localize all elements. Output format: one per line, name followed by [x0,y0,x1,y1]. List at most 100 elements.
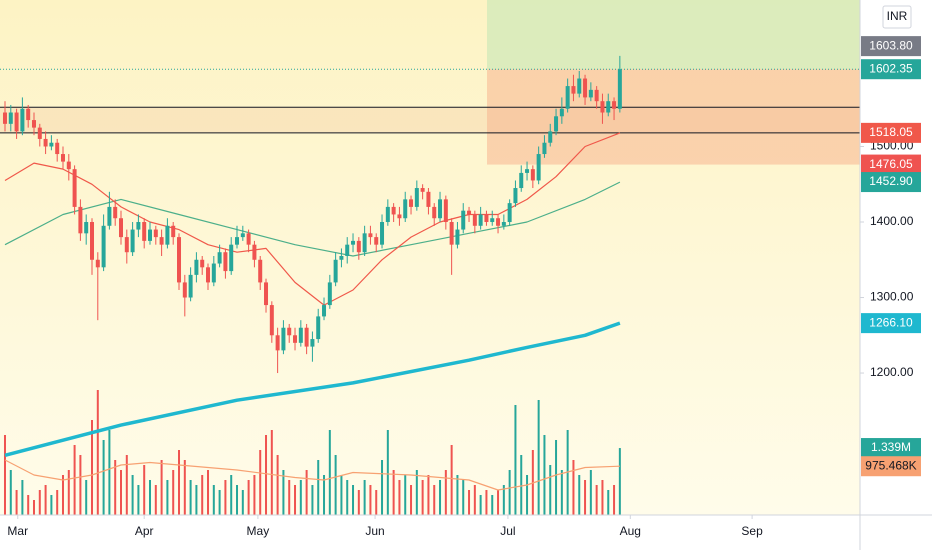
price-tag [861,438,921,459]
volume-bar [520,455,523,515]
candle-body [519,172,524,189]
volume-bar [61,475,64,515]
candle-body [478,214,483,226]
volume-bar [491,495,494,515]
price-tag-label: 1603.80 [869,38,913,52]
volume-bar [3,435,6,515]
y-tick-label: 1300.00 [870,290,914,304]
volume-bar [328,430,331,515]
volume-bar [270,430,273,515]
candle-body [84,222,89,234]
moving-average [4,132,621,306]
volume-bar [450,445,453,515]
candle-body [351,240,356,245]
volume-bar [386,430,389,515]
candle-body [177,237,182,283]
stop-zone [487,69,860,165]
candle-body [200,259,205,268]
volume-bar [369,485,372,515]
volume-bar [50,495,53,515]
candle-body [507,203,512,223]
volume-bar [259,450,262,515]
candle-body [37,127,42,139]
candle-body [496,218,501,226]
volume-bar [468,490,471,515]
volume-bar [572,460,575,515]
volume-bar [578,475,581,515]
candle-body [194,259,199,275]
candle-body [501,222,506,226]
candle-body [467,210,472,215]
volume-bar [212,485,215,515]
candle-body [380,222,385,245]
x-tick-label: Jun [365,524,384,538]
candle-body [206,267,211,283]
x-tick-label: Apr [135,524,154,538]
candle-body [107,206,112,226]
volume-bar [79,455,82,515]
candle-body [14,112,19,132]
volume-bar [340,475,343,515]
candle-body [20,108,25,132]
candle-body [455,229,460,245]
candle-body [293,335,298,343]
candle-body [322,305,327,317]
volume-bar [265,435,268,515]
candle-body [229,244,234,272]
candle-body [264,282,269,306]
candle-body [345,244,350,256]
volume-bar [120,470,123,515]
candle-body [55,142,60,155]
volume-bar [305,470,308,515]
volume-bar [311,485,314,515]
price-tag [861,456,921,477]
volume-bar [178,450,181,515]
candle-body [356,240,361,253]
candle-body [153,229,158,238]
y-tick-label: 1400.00 [870,214,914,228]
price-tag [861,36,921,57]
candle-body [281,327,286,351]
price-tag-label: 1266.10 [869,315,913,329]
candle-body [530,169,535,181]
candle-body [490,218,495,223]
candle-body [362,233,367,253]
candle-body [461,210,466,230]
target-zone [487,0,860,70]
candle-body [588,89,593,98]
candle-body [612,101,617,109]
volume-bar [183,460,186,515]
volume-bar [96,390,99,515]
volume-bar [346,480,349,515]
candle-body [310,339,315,347]
volume-bar [90,420,93,515]
volume-bar [375,490,378,515]
candle-body [287,327,292,336]
candle-body [600,101,605,113]
candle-body [606,101,611,113]
candle-body [409,199,414,207]
candle-body [60,154,65,162]
volume-bar [334,455,337,515]
price-tag-label: 1452.90 [869,174,913,188]
volume-bar [15,490,18,515]
volume-bar [410,485,413,515]
volume-bar [166,480,169,515]
currency-box [882,5,912,29]
candle-body [374,237,379,245]
candle-body [617,69,622,109]
volume-bar [618,448,621,515]
volume-bar [27,495,30,515]
candle-body [316,316,321,340]
x-tick-label: Aug [620,524,641,538]
volume-bar [299,480,302,515]
price-tag [861,172,921,193]
volume-bar [404,475,407,515]
candle-body [49,142,54,147]
volume-bar [201,475,204,515]
volume-bar [607,490,610,515]
candle-body [72,169,77,207]
volume-bar [32,500,35,515]
candle-body [559,108,564,117]
volume-bar [114,460,117,515]
